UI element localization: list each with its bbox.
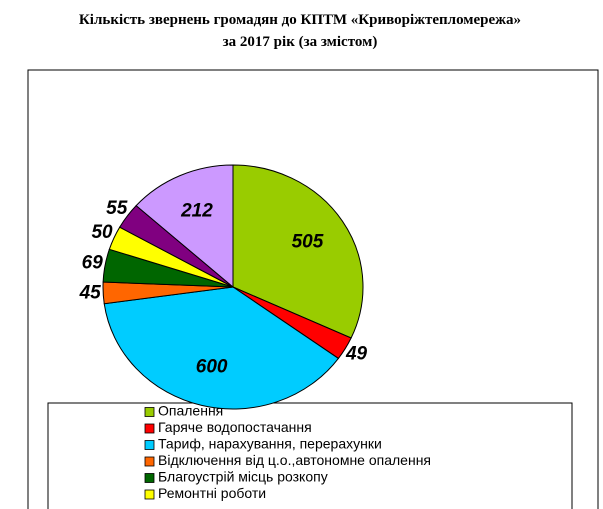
data-label: 505 bbox=[292, 231, 324, 252]
chart-subtitle: за 2017 рік (за змістом) bbox=[223, 34, 378, 50]
legend-swatch bbox=[144, 456, 155, 467]
pie-slice bbox=[135, 164, 234, 289]
legend-swatch bbox=[144, 440, 155, 450]
pie-slice bbox=[232, 164, 364, 339]
legend-swatch bbox=[144, 473, 155, 483]
legend-label: Благоустрій місць розкопу bbox=[158, 469, 328, 485]
data-label: 55 bbox=[106, 198, 128, 219]
data-label: 49 bbox=[345, 344, 368, 365]
legend-label: Ремонтні роботи bbox=[158, 485, 266, 501]
legend-label: Опалення bbox=[158, 403, 223, 419]
legend-label: Відключення від ц.о.,автономне опалення bbox=[158, 452, 431, 468]
legend-label: Тариф, нарахування, перерахунки bbox=[158, 436, 382, 452]
chart-title: Кількість звернень громадян до КПТМ «Кри… bbox=[79, 12, 521, 28]
legend-swatch bbox=[144, 423, 155, 434]
legend-label: Гаряче водопостачання bbox=[158, 419, 312, 435]
pie-slice bbox=[103, 286, 340, 410]
data-label: 69 bbox=[82, 252, 104, 273]
data-label: 600 bbox=[196, 357, 228, 378]
legend-swatch bbox=[144, 407, 155, 417]
data-label: 45 bbox=[79, 283, 102, 304]
data-label: 50 bbox=[91, 222, 113, 243]
data-label: 212 bbox=[180, 200, 213, 221]
legend bbox=[47, 402, 573, 509]
legend-swatch bbox=[144, 489, 155, 500]
